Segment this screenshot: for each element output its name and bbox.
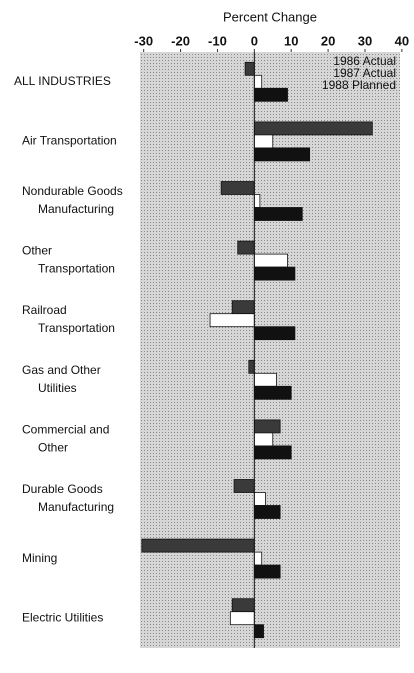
axis-title: Percent Change (223, 9, 317, 24)
bar (253, 432, 274, 447)
bar (253, 445, 292, 460)
category-label: Railroad Transportation (22, 303, 115, 335)
bar (253, 134, 274, 149)
bar (253, 147, 311, 162)
bar (253, 74, 263, 89)
bar (209, 313, 255, 328)
bar (253, 492, 266, 506)
bar (244, 61, 255, 76)
bar (229, 611, 255, 626)
x-tick-label: -20 (171, 33, 190, 48)
bar (253, 87, 288, 102)
bar (253, 207, 303, 221)
bar (253, 326, 296, 341)
legend-label: 1986 Actual (333, 54, 396, 68)
category-label: Electric Utilities (22, 610, 103, 624)
bar (220, 181, 255, 195)
bar (253, 385, 292, 400)
category-label: Gas and Other Utilities (22, 363, 101, 395)
bar (253, 419, 281, 434)
bar (253, 624, 264, 639)
category-label: Nondurable Goods Manufacturing (22, 184, 123, 216)
bar (231, 598, 255, 613)
bar (253, 266, 296, 281)
x-tick-label: 0 (251, 33, 258, 48)
category-label: Mining (22, 551, 57, 565)
bar (253, 372, 277, 387)
bar (237, 240, 255, 255)
category-label: Other Transportation (22, 244, 115, 276)
x-tick-label: 30 (358, 33, 372, 48)
bar (233, 479, 255, 493)
x-tick-label: 10 (284, 33, 298, 48)
x-tick-label: 40 (395, 33, 409, 48)
bar (253, 551, 263, 566)
x-tick-label: -30 (134, 33, 153, 48)
bar (253, 505, 281, 519)
bar (253, 564, 281, 579)
category-label: Air Transportation (22, 134, 117, 148)
bar (141, 538, 255, 553)
x-tick-label: -10 (208, 33, 227, 48)
legend-label: 1987 Actual (333, 66, 396, 80)
legend-label: 1988 Planned (322, 78, 396, 92)
bar (253, 121, 373, 136)
bar (231, 300, 255, 315)
bar (253, 253, 288, 268)
bar (248, 359, 255, 374)
category-label: Commercial and Other (22, 423, 109, 455)
x-tick-label: 20 (321, 33, 335, 48)
category-label: Durable Goods Manufacturing (22, 482, 114, 514)
bar (253, 194, 261, 208)
category-label: ALL INDUSTRIES (14, 74, 111, 88)
